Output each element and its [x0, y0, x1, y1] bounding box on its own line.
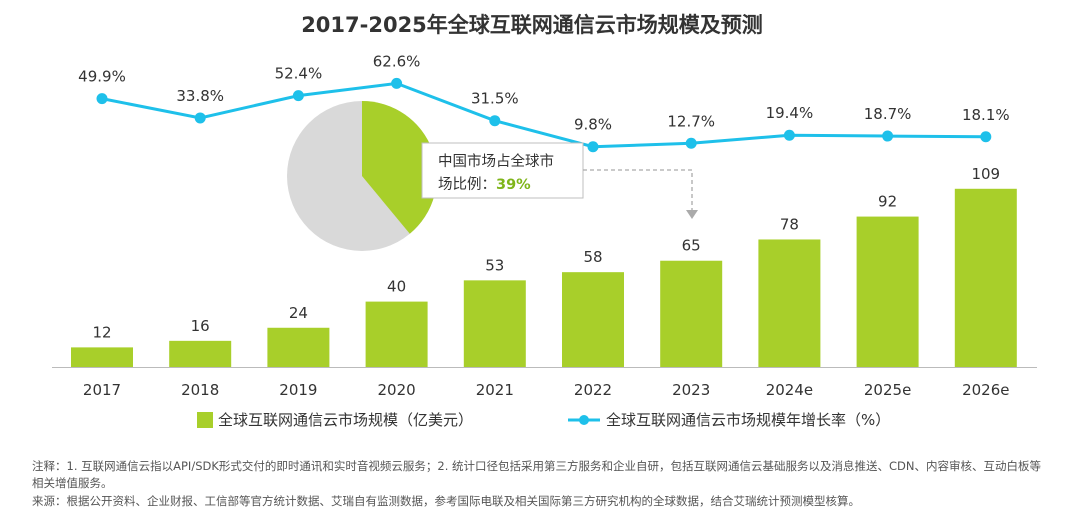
bar-2023: [660, 260, 723, 367]
x-tick-label: 2023: [672, 381, 710, 399]
bar-value-label: 109: [971, 165, 1000, 183]
bar-value-label: 92: [878, 193, 897, 211]
growth-point-2023: [685, 137, 697, 149]
growth-value-label: 52.4%: [275, 65, 323, 83]
bar-2021: [463, 280, 526, 367]
growth-point-2018: [194, 112, 206, 124]
legend-bar-swatch: [197, 412, 213, 428]
growth-value-label: 62.6%: [373, 52, 421, 70]
market-size-chart: 2017-2025年全球互联网通信云市场规模及预测 12 2017 16 2018 24…: [52, 13, 1037, 429]
bar-2018: [169, 340, 232, 367]
growth-value-label: 12.7%: [667, 112, 715, 130]
growth-point-2024e: [783, 129, 795, 141]
growth-value-label: 18.7%: [864, 105, 912, 123]
bar-2025e: [856, 216, 919, 367]
growth-value-label: 31.5%: [471, 90, 519, 108]
growth-point-2019: [292, 90, 304, 102]
bar-value-label: 53: [485, 256, 504, 274]
chart-footnote: 注释：1. 互联网通信云指以API/SDK形式交付的即时通讯和实时音视频云服务；…: [32, 459, 1041, 490]
x-tick-label: 2025e: [864, 381, 911, 399]
bar-value-label: 58: [583, 248, 602, 266]
chart-source: 来源：根据公开资料、企业财报、工信部等官方统计数据、艾瑞自有监测数据，参考国际电…: [32, 494, 860, 508]
pie-callout-box: [421, 142, 584, 199]
bar-2017: [71, 347, 133, 367]
pie-callout-label: 中国市场占全球市: [438, 152, 554, 170]
bar-2026e: [954, 188, 1017, 367]
chart-title: 2017-2025年全球互联网通信云市场规模及预测: [301, 13, 763, 37]
legend-line-marker: [579, 415, 589, 425]
growth-point-2020: [391, 77, 403, 89]
growth-value-label: 33.8%: [176, 87, 224, 105]
callout-arrow: [686, 210, 698, 219]
bar-value-label: 16: [191, 317, 210, 335]
x-tick-label: 2026e: [962, 381, 1009, 399]
bar-value-label: 78: [780, 215, 799, 233]
x-tick-label: 2018: [181, 381, 219, 399]
bar-2020: [365, 301, 428, 367]
growth-point-2022: [587, 141, 599, 153]
x-tick-label: 2017: [83, 381, 121, 399]
x-tick-label: 2019: [279, 381, 317, 399]
pie-callout-label-2: 场比例：39%: [438, 176, 531, 193]
bar-2024e: [758, 239, 821, 367]
growth-point-2025e: [882, 130, 894, 142]
bar-value-label: 24: [289, 304, 308, 322]
growth-point-2017: [96, 93, 108, 105]
growth-point-2021: [489, 115, 501, 127]
growth-value-label: 19.4%: [766, 104, 814, 122]
x-tick-label: 2022: [574, 381, 612, 399]
x-tick-label: 2021: [476, 381, 514, 399]
pie-callout-value: 39%: [496, 177, 531, 193]
bar-value-label: 12: [92, 323, 111, 341]
callout-connector: [583, 169, 693, 210]
pie-slice-china: [362, 101, 438, 234]
bar-value-label: 65: [682, 237, 701, 255]
x-tick-label: 2024e: [766, 381, 813, 399]
legend-line-label: 全球互联网通信云市场规模年增长率（%）: [606, 411, 890, 429]
growth-point-2026e: [980, 131, 992, 143]
bar-value-label: 40: [387, 278, 406, 296]
bar-2022: [562, 272, 624, 367]
x-tick-label: 2020: [378, 381, 416, 399]
bar-2019: [267, 327, 330, 367]
growth-rate-line: [101, 81, 986, 149]
legend-bar-label: 全球互联网通信云市场规模（亿美元）: [218, 411, 473, 429]
growth-value-label: 18.1%: [962, 106, 1010, 124]
growth-value-label: 49.9%: [78, 68, 126, 86]
growth-value-label: 9.8%: [574, 116, 612, 134]
